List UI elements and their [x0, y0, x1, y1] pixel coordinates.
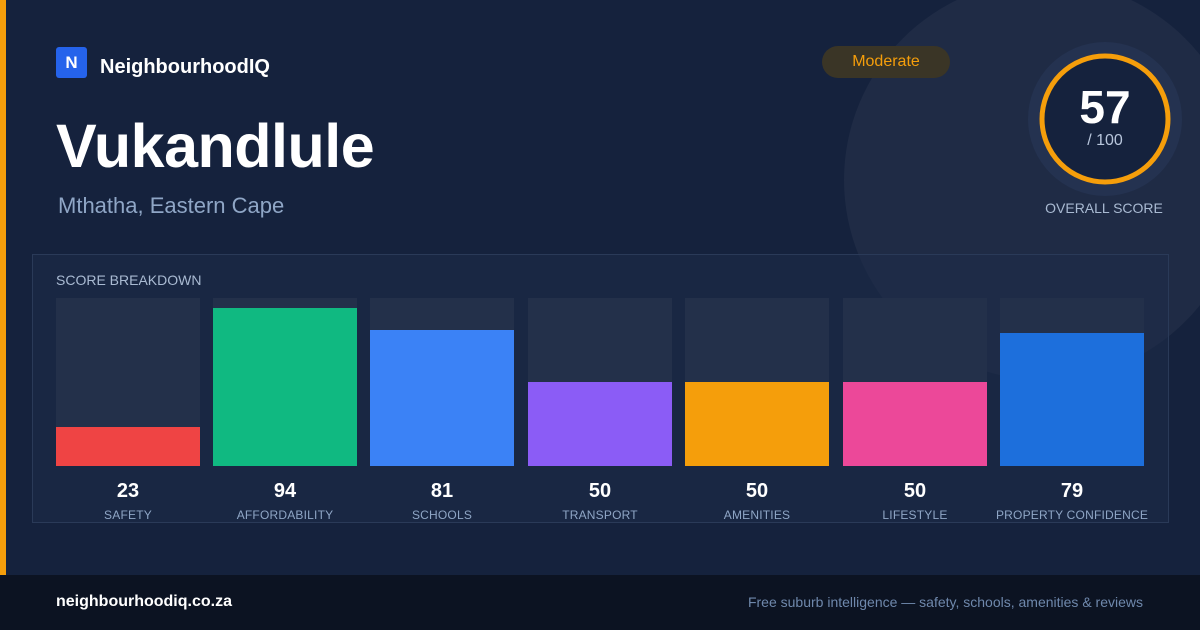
footer: neighbourhoodiq.co.za Free suburb intell…: [0, 575, 1200, 630]
bar-label: SAFETY: [104, 508, 152, 522]
bar-fill: [370, 330, 514, 466]
score-bar-affordability: 94 AFFORDABILITY: [213, 298, 357, 522]
bar-track: [1000, 298, 1144, 466]
bar-fill: [56, 427, 200, 466]
page-title: Vukandlule: [56, 112, 375, 180]
bar-label: PROPERTY CONFIDENCE: [995, 508, 1149, 522]
brand-logo-icon: N: [56, 47, 87, 78]
bar-value: 50: [903, 480, 927, 502]
accent-stripe: [0, 0, 6, 575]
bar-track: [56, 298, 200, 466]
suburb-location: Mthatha, Eastern Cape: [58, 193, 285, 218]
bar-track: [528, 298, 672, 466]
score-bar-lifestyle: 50 LIFESTYLE: [843, 298, 987, 522]
score-bar-schools: 81 SCHOOLS: [370, 298, 514, 522]
overall-score-max: / 100: [1087, 132, 1123, 149]
footer-tagline: Free suburb intelligence — safety, schoo…: [747, 594, 1143, 610]
bar-fill: [213, 308, 357, 466]
bar-value: 79: [1060, 480, 1084, 502]
bar-value: 50: [588, 480, 612, 502]
bar-fill: [843, 382, 987, 466]
brand-name: NeighbourhoodIQ: [100, 56, 270, 78]
bar-label: LIFESTYLE: [882, 508, 948, 522]
brand[interactable]: N NeighbourhoodIQ: [56, 46, 270, 79]
bar-value: 94: [273, 480, 297, 502]
score-bar-amenities: 50 AMENITIES: [685, 298, 829, 522]
rating-badge: Moderate: [822, 46, 950, 78]
bar-label: AFFORDABILITY: [236, 508, 334, 522]
bar-label: TRANSPORT: [562, 508, 638, 522]
bar-label: AMENITIES: [723, 508, 791, 522]
score-bar-safety: 23 SAFETY: [56, 298, 200, 522]
overall-score-value: 57: [1079, 81, 1131, 133]
bar-track: [843, 298, 987, 466]
bar-track: [213, 298, 357, 466]
bar-value: 23: [116, 480, 140, 502]
overall-score-ring: 57 / 100: [1028, 42, 1182, 196]
score-bar-property-confidence: 79 PROPERTY CONFIDENCE: [996, 298, 1148, 522]
bar-fill: [1000, 333, 1144, 466]
bar-track: [370, 298, 514, 466]
bar-value: 81: [430, 480, 454, 502]
breakdown-title: SCORE BREAKDOWN: [56, 272, 202, 288]
bar-fill: [685, 382, 829, 466]
score-ring-graphic: [1028, 42, 1182, 196]
footer-site-link[interactable]: neighbourhoodiq.co.za: [56, 593, 232, 610]
bar-label: SCHOOLS: [411, 508, 473, 522]
bar-track: [685, 298, 829, 466]
bar-value: 50: [745, 480, 769, 502]
overall-score-caption: OVERALL SCORE: [1045, 200, 1163, 216]
score-bar-transport: 50 TRANSPORT: [528, 298, 672, 522]
bar-fill: [528, 382, 672, 466]
